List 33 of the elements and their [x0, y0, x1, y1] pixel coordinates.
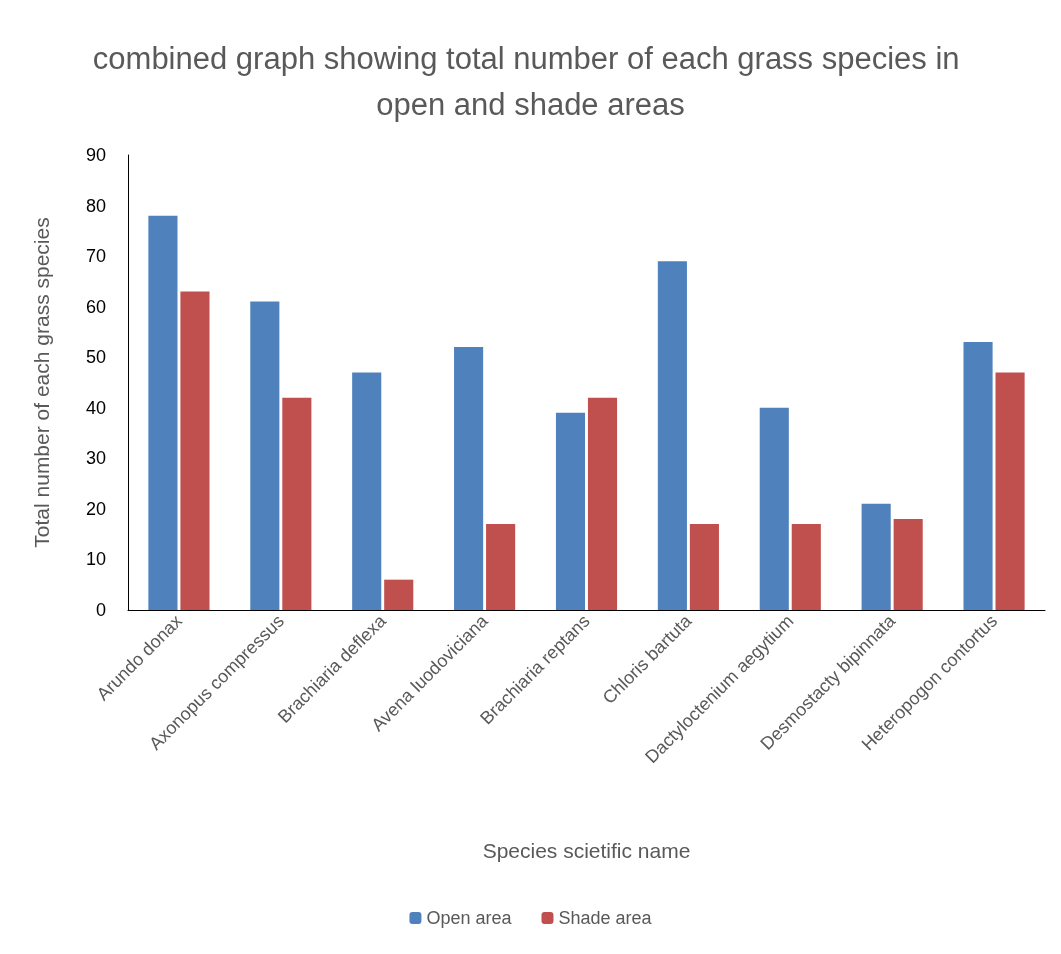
bar	[587, 397, 618, 610]
y-tick-label: 60	[85, 296, 106, 317]
bar	[555, 412, 586, 610]
y-tick-label: 90	[85, 145, 106, 165]
bar	[861, 503, 891, 610]
y-tick-label: 50	[85, 347, 106, 368]
bar	[995, 372, 1025, 610]
bar	[282, 397, 312, 610]
bar	[352, 372, 382, 610]
chart-title: combined graph showing total number of each grass species in open and shade areas	[92, 40, 969, 122]
y-tick-label: 70	[85, 246, 106, 267]
legend-label: Open area	[426, 908, 513, 928]
y-tick-label: 0	[95, 600, 106, 620]
y-tick-label: 20	[85, 498, 106, 519]
y-tick-label: 40	[85, 397, 106, 418]
bar	[250, 301, 280, 610]
y-tick-label: 10	[85, 549, 106, 570]
x-axis-title: Species scietific name	[482, 839, 691, 862]
bar	[759, 407, 789, 610]
bar	[486, 524, 516, 610]
bar	[180, 291, 210, 610]
y-axis-title: Total number of each grass species	[30, 217, 53, 548]
bar	[454, 347, 484, 610]
bar	[893, 519, 923, 610]
bar	[657, 261, 687, 610]
legend-label: Shade area	[558, 908, 653, 928]
bar	[791, 524, 821, 610]
bar	[689, 524, 719, 610]
bar	[148, 215, 178, 610]
y-tick-label: 80	[85, 195, 106, 216]
bar	[384, 579, 414, 610]
bar	[963, 342, 993, 610]
y-tick-label: 30	[85, 448, 106, 469]
